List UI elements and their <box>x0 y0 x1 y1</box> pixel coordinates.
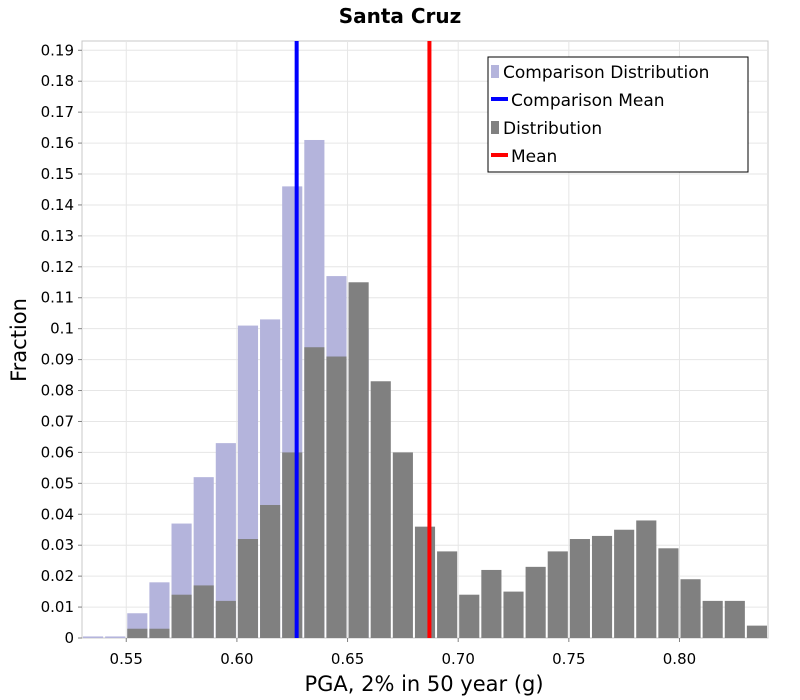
distribution-bar <box>658 548 679 638</box>
legend-label-comparison-mean: Comparison Mean <box>511 91 665 111</box>
y-axis: 0 0.01 0.02 0.03 0.04 0.05 0.06 0.07 0.08 0.09 0.1… <box>41 41 82 647</box>
distribution-bar <box>348 282 369 638</box>
distribution-bar <box>746 625 767 638</box>
y-tick-label: 0.06 <box>41 443 74 461</box>
distribution-series <box>127 282 767 638</box>
y-axis-label: Fraction <box>7 298 31 382</box>
y-tick-label: 0.18 <box>41 72 74 90</box>
y-tick-label: 0.19 <box>41 41 74 59</box>
y-tick-label: 0.16 <box>41 134 74 152</box>
comparison-bar <box>105 636 126 638</box>
comparison-bar <box>149 582 170 638</box>
comparison-bar <box>215 443 236 638</box>
distribution-bar <box>481 569 502 638</box>
distribution-bar <box>459 594 480 638</box>
distribution-bar <box>282 452 303 638</box>
x-tick-label: 0.60 <box>220 650 253 668</box>
legend-swatch-comparison-mean <box>491 97 508 101</box>
y-tick-label: 0.12 <box>41 258 74 276</box>
distribution-bar <box>724 600 745 638</box>
distribution-bar <box>636 520 657 638</box>
x-tick-label: 0.75 <box>552 650 585 668</box>
distribution-bar <box>304 347 325 638</box>
distribution-bar <box>547 551 568 638</box>
legend-label-distribution: Distribution <box>503 119 602 139</box>
distribution-bar <box>614 529 635 638</box>
distribution-bar <box>370 381 391 638</box>
legend-swatch-comparison-distribution <box>491 65 499 78</box>
distribution-bar <box>127 628 148 638</box>
y-tick-label: 0.17 <box>41 103 74 121</box>
y-tick-label: 0.11 <box>41 289 74 307</box>
distribution-bar <box>437 551 458 638</box>
distribution-bar <box>149 628 170 638</box>
x-tick-label: 0.70 <box>441 650 474 668</box>
distribution-bar <box>503 591 524 638</box>
x-tick-label: 0.80 <box>663 650 696 668</box>
legend-label-comparison-distribution: Comparison Distribution <box>503 63 709 83</box>
y-tick-label: 0.02 <box>41 567 74 585</box>
distribution-bar <box>680 579 701 638</box>
distribution-bar <box>171 594 192 638</box>
gridlines <box>82 41 768 638</box>
y-tick-label: 0.04 <box>41 505 74 523</box>
y-tick-label: 0.05 <box>41 474 74 492</box>
y-tick-label: 0.03 <box>41 536 74 554</box>
legend: Comparison Distribution Comparison Mean … <box>487 56 749 173</box>
chart-title: Santa Cruz <box>339 4 462 28</box>
comparison-bar <box>83 636 104 638</box>
distribution-bar <box>260 504 281 638</box>
mean-lines <box>294 41 432 638</box>
distribution-bar <box>525 566 546 638</box>
y-tick-label: 0.01 <box>41 598 74 616</box>
distribution-bar <box>392 452 413 638</box>
distribution-bar <box>193 585 214 638</box>
distribution-bar <box>569 539 590 638</box>
distribution-bar <box>702 600 723 638</box>
legend-label-mean: Mean <box>511 147 557 167</box>
y-tick-label: 0.08 <box>41 382 74 400</box>
x-tick-label: 0.55 <box>110 650 143 668</box>
x-tick-label: 0.65 <box>331 650 364 668</box>
x-axis-label: PGA, 2% in 50 year (g) <box>304 672 543 696</box>
y-tick-label: 0.14 <box>41 196 74 214</box>
y-tick-label: 0.1 <box>50 320 74 338</box>
y-tick-label: 0.09 <box>41 351 74 369</box>
x-axis: 0.55 0.60 0.65 0.70 0.75 0.80 <box>110 638 696 668</box>
legend-swatch-mean <box>491 153 508 157</box>
distribution-bar <box>414 526 436 638</box>
distribution-bar <box>326 356 347 638</box>
y-tick-label: 0.15 <box>41 165 74 183</box>
distribution-bar <box>215 600 236 638</box>
distribution-bar <box>237 539 259 638</box>
y-tick-label: 0.13 <box>41 227 74 245</box>
y-tick-label: 0.07 <box>41 412 74 430</box>
y-tick-label: 0 <box>64 629 74 647</box>
legend-swatch-distribution <box>491 121 499 134</box>
distribution-bar <box>591 535 613 638</box>
legend-box <box>487 56 749 173</box>
